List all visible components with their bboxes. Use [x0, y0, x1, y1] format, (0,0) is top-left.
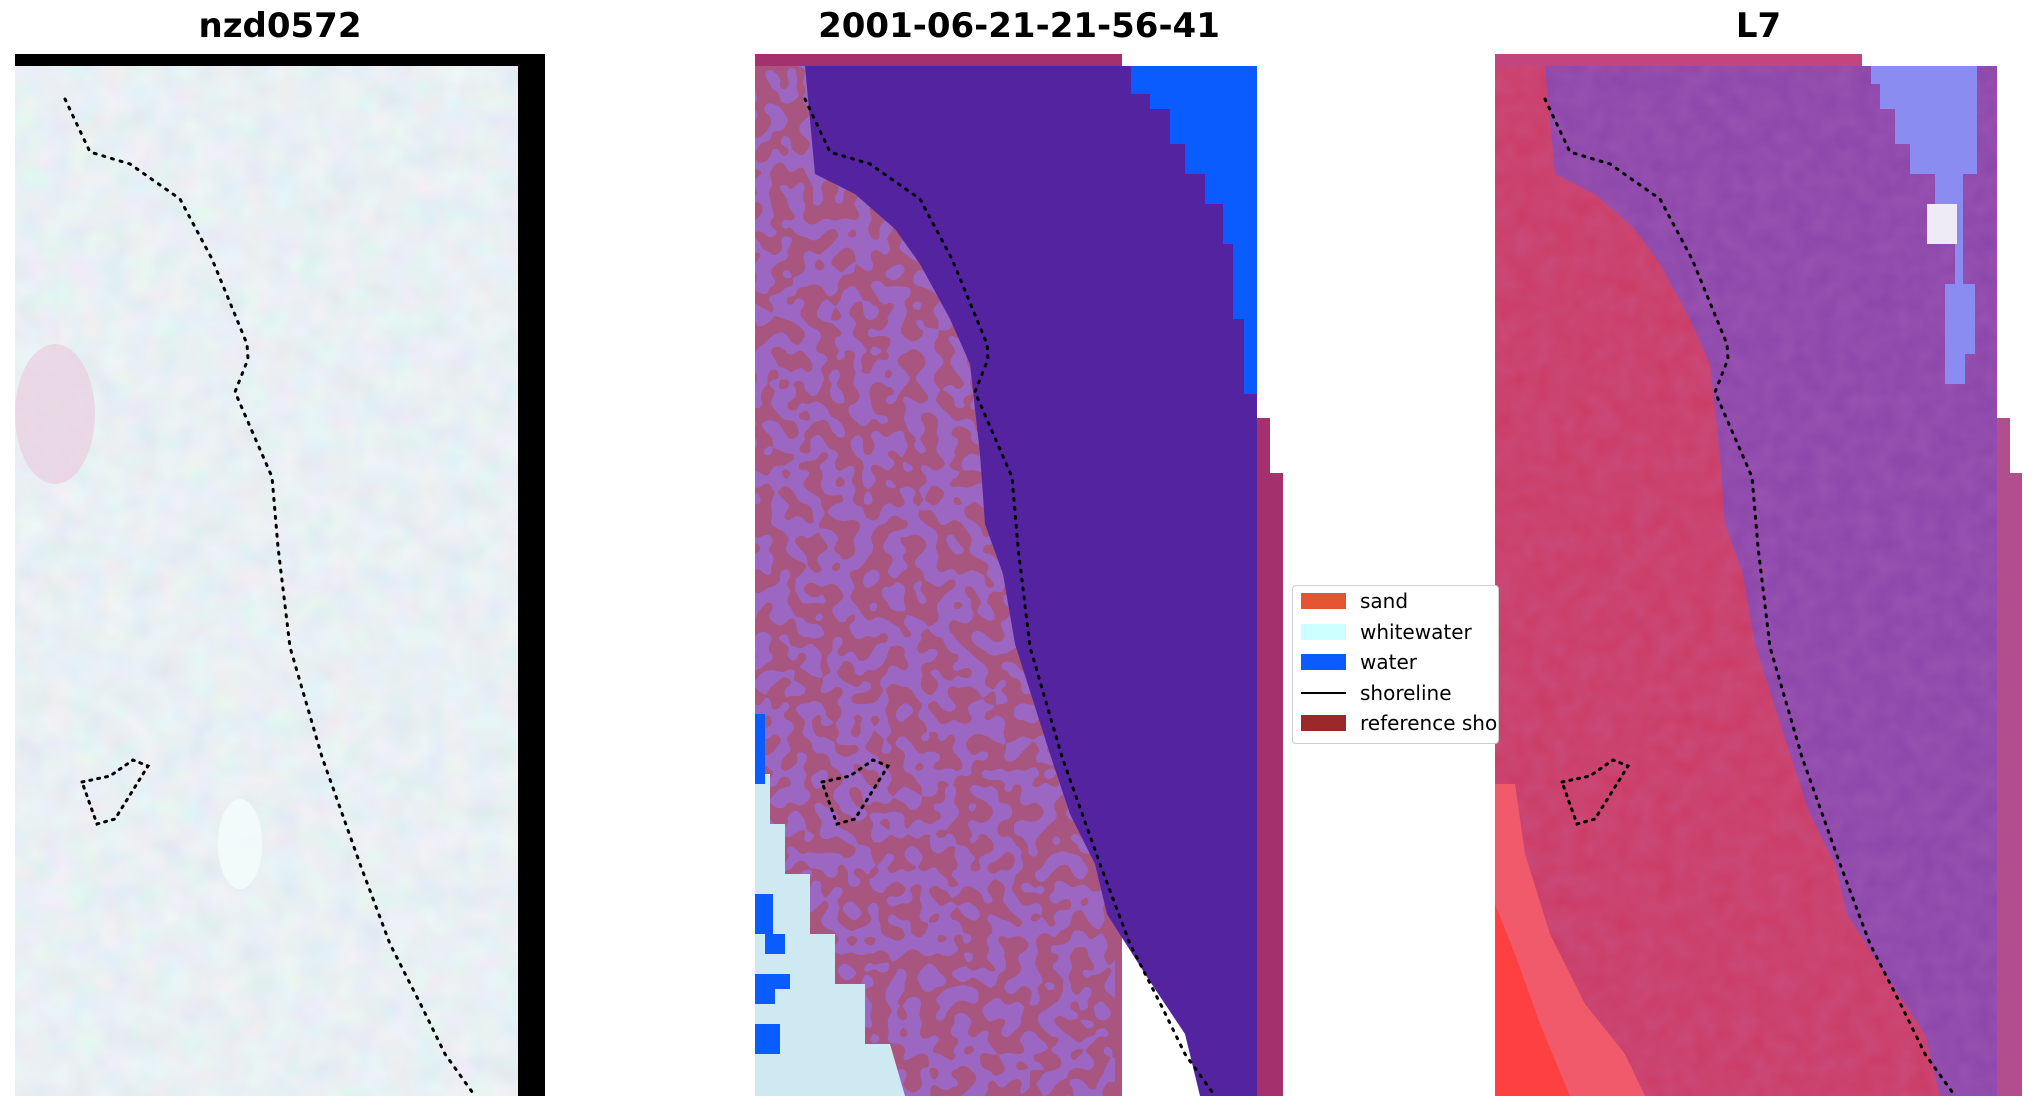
rgb-image-texture: [15, 66, 518, 1096]
legend-item-sand: sand: [1293, 586, 1498, 617]
class-pink-edge-right-2: [1270, 473, 1283, 1096]
legend-swatch-sand: [1301, 593, 1346, 610]
mndwi-bright-red-bottom-left: [1495, 904, 1570, 1096]
class-water-top-right: [1131, 66, 1257, 394]
legend-swatch-whitewater: [1301, 623, 1346, 640]
mndwi-texture: [1495, 66, 1997, 1096]
rgb-bright-patch: [218, 799, 262, 889]
mndwi-pink-edge-right: [1997, 418, 2022, 1096]
mndwi-white-patch: [1927, 204, 1957, 244]
legend-label: sand: [1360, 589, 1409, 614]
legend-label: water: [1360, 650, 1417, 675]
legend-swatch-water: [1301, 654, 1346, 671]
legend-label: reference shoreline: [1360, 711, 1498, 736]
legend-item-reference-shoreline: reference shoreline: [1293, 708, 1498, 739]
shoreline-loop-1: [80, 758, 151, 826]
rgb-nodata-top: [15, 54, 545, 66]
class-sea-area: [805, 66, 1257, 1096]
shoreline-dotted-2: [803, 97, 1217, 1096]
legend-label: whitewater: [1360, 619, 1472, 644]
shoreline-dotted-1: [63, 97, 477, 1096]
class-whitewater-bottom-left: [755, 774, 905, 1096]
rgb-nodata-right: [518, 54, 545, 1096]
panel-title-rgb: nzd0572: [198, 6, 362, 46]
legend-item-whitewater: whitewater: [1293, 617, 1498, 648]
mndwi-pink-edge-top: [1495, 54, 1862, 66]
legend: sand whitewater water shoreline referenc…: [1292, 585, 1499, 744]
mndwi-water-top-right: [1871, 66, 1977, 384]
shoreline-loop-2: [820, 758, 891, 826]
class-water-bottom-left: [755, 714, 790, 1054]
legend-label: shoreline: [1360, 680, 1452, 705]
panel-title-classification: 2001-06-21-21-56-41: [818, 6, 1220, 46]
rgb-image-panel: [15, 54, 545, 1096]
shoreline-dotted-3: [1543, 97, 1957, 1096]
class-pink-edge-right-1: [1257, 418, 1270, 1096]
panel-title-mndwi: L7: [1735, 6, 1782, 46]
legend-swatch-reference-shoreline: [1301, 715, 1346, 732]
legend-item-shoreline: shoreline: [1293, 678, 1498, 709]
legend-item-water: water: [1293, 647, 1498, 678]
classification-panel: [755, 54, 1283, 1096]
legend-line-shoreline: [1301, 691, 1346, 694]
class-pink-edge-top: [755, 54, 1122, 66]
mndwi-panel: [1495, 54, 2022, 1096]
shoreline-loop-3: [1560, 758, 1631, 826]
rgb-pink-patch: [15, 344, 95, 484]
